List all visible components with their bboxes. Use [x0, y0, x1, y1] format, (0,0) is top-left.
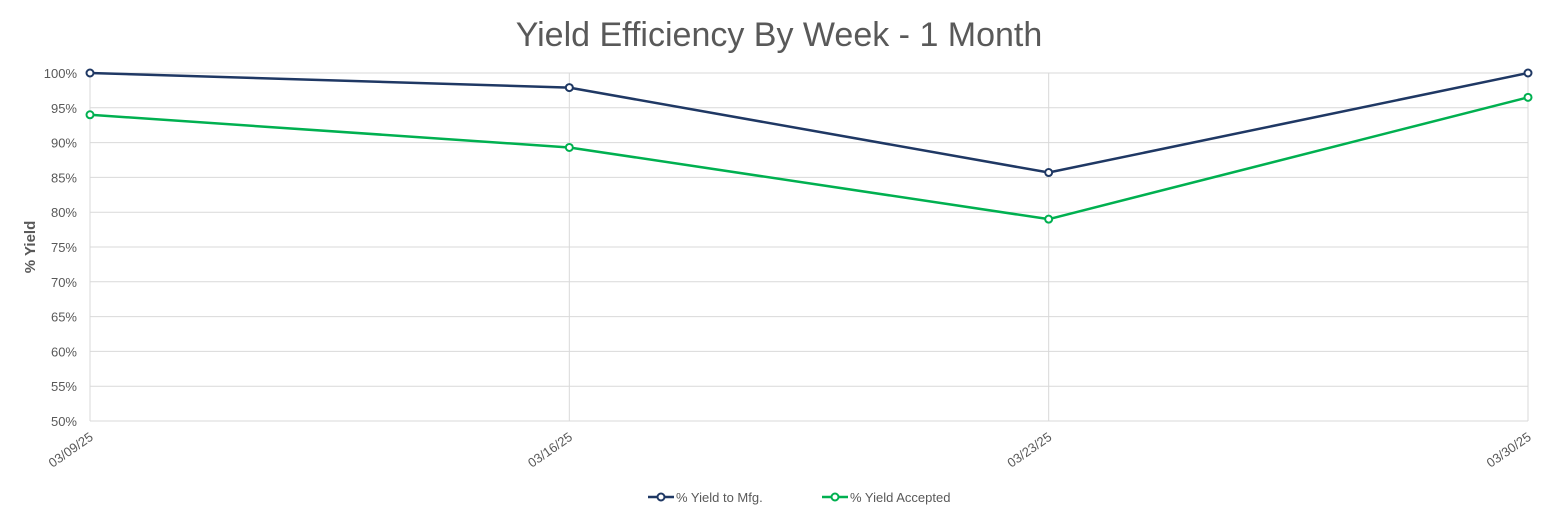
x-tick-label: 03/16/25: [525, 429, 575, 470]
x-tick-label: 03/09/25: [46, 429, 96, 470]
y-tick-label: 85%: [51, 170, 77, 185]
y-axis-label: % Yield: [22, 221, 39, 274]
data-point-series-1: [85, 68, 95, 78]
legend-label-1: % Yield to Mfg.: [676, 490, 763, 505]
data-point-series-1: [564, 83, 574, 93]
data-point-series-2: [1044, 214, 1054, 224]
data-point-series-2: [564, 142, 574, 152]
x-tick-label: 03/23/25: [1004, 429, 1054, 470]
y-tick-label: 90%: [51, 136, 77, 151]
y-tick-label: 60%: [51, 344, 77, 359]
data-point-series-1: [1044, 168, 1054, 178]
y-tick-label: 95%: [51, 101, 77, 116]
y-tick-label: 50%: [51, 414, 77, 429]
y-tick-label: 65%: [51, 310, 77, 325]
legend-swatch-marker: [656, 492, 666, 502]
y-tick-label: 75%: [51, 240, 77, 255]
legend-swatch-marker: [830, 492, 840, 502]
y-tick-label: 55%: [51, 379, 77, 394]
y-axis-ticks: 50% 55% 60% 65% 70% 75% 80% 85% 90% 95% 100%: [44, 66, 78, 429]
chart-title: Yield Efficiency By Week - 1 Month: [516, 16, 1043, 54]
series-group: [85, 68, 1533, 224]
series-line-1: [89, 71, 1529, 174]
data-point-series-1: [1523, 68, 1533, 78]
legend-label-2: % Yield Accepted: [850, 490, 950, 505]
legend: % Yield to Mfg. % Yield Accepted: [648, 490, 950, 505]
data-point-series-2: [1523, 92, 1533, 102]
y-tick-label: 70%: [51, 275, 77, 290]
grid: [89, 72, 1529, 422]
x-axis-ticks: 03/09/25 03/16/25 03/23/25 03/30/25: [46, 429, 1534, 470]
series-line-2: [89, 96, 1529, 221]
y-tick-label: 100%: [44, 66, 78, 81]
data-point-series-2: [85, 110, 95, 120]
x-tick-label: 03/30/25: [1484, 429, 1534, 470]
y-tick-label: 80%: [51, 205, 77, 220]
